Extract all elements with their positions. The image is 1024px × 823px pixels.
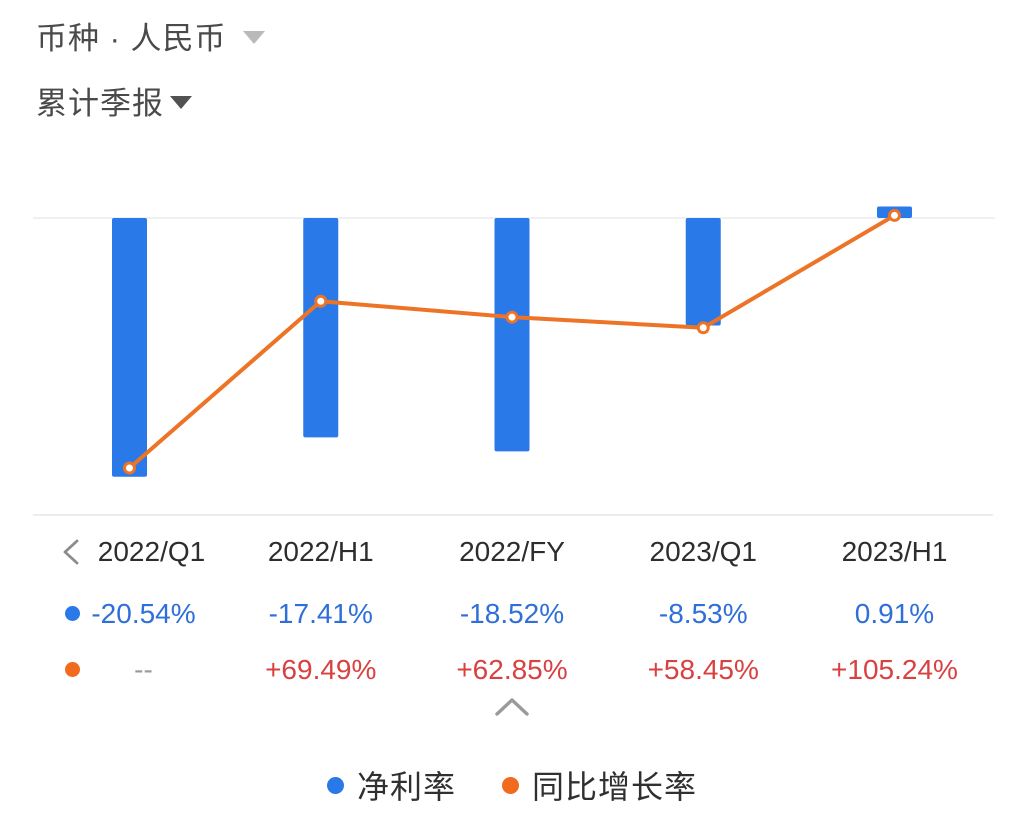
net-margin-bar (685, 218, 721, 326)
growth-value: +62.85% (456, 654, 568, 685)
growth-point (888, 208, 901, 222)
collapse-panel-icon[interactable] (493, 695, 531, 721)
net-margin-bar (112, 218, 147, 477)
chevron-down-icon (170, 95, 192, 109)
chevron-down-icon (242, 30, 265, 44)
net-margin-growth-chart[interactable] (0, 0, 1024, 520)
legend-item[interactable]: 净利率 (326, 762, 456, 808)
net-margin-value: 0.91% (854, 598, 935, 629)
report-period-label: 累计季报 (36, 85, 164, 121)
net-margin-value: -17.41% (268, 598, 373, 629)
legend-item[interactable]: 同比增长率 (502, 762, 697, 808)
growth-point (123, 461, 136, 475)
net-margin-value: -8.53% (658, 598, 748, 629)
chevron-left-icon[interactable] (58, 537, 88, 567)
growth-value: -- (134, 654, 153, 685)
growth-point (696, 321, 710, 335)
period-header: 2022/Q1 (97, 536, 206, 567)
net-margin-value: -20.54% (91, 598, 196, 629)
period-header: 2022/H1 (267, 536, 374, 567)
currency-selector-label: 币种 · 人民币 (36, 20, 227, 56)
period-header: 2022/FY (459, 536, 565, 567)
period-header: 2023/Q1 (649, 536, 757, 567)
growth-value: +58.45% (647, 654, 759, 685)
chart-legend: 净利率 同比增长率 (0, 762, 1024, 808)
divider (33, 514, 993, 516)
report-period-selector[interactable]: 累计季报 (36, 78, 192, 122)
net-margin-bar (494, 218, 530, 452)
legend-label: 净利率 (356, 769, 456, 805)
growth-value: +69.49% (265, 654, 377, 685)
net-margin-value: -18.52% (459, 598, 565, 629)
currency-selector[interactable]: 币种 · 人民币 (36, 13, 265, 57)
growth-value: +105.24% (831, 654, 958, 685)
growth-point (314, 294, 328, 308)
period-header: 2023/H1 (841, 536, 948, 567)
legend-label: 同比增长率 (532, 769, 698, 805)
legend-dot-icon (326, 776, 344, 794)
legend-dot-icon (502, 776, 519, 794)
net-margin-bar (303, 218, 339, 438)
growth-point (505, 310, 519, 324)
